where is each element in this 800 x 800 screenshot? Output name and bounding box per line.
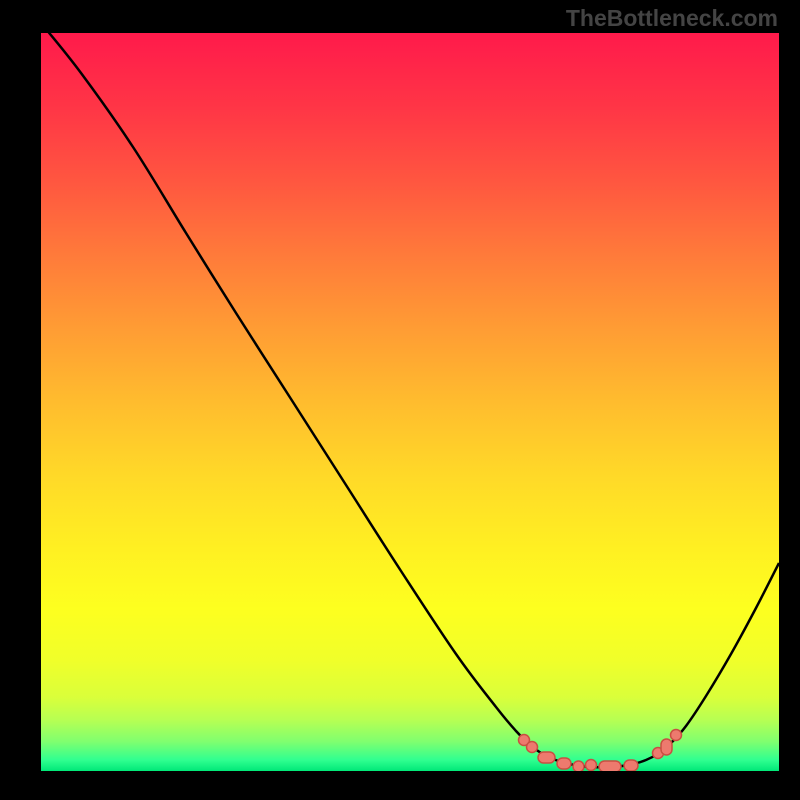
bottleneck-chart bbox=[41, 33, 779, 771]
chart-svg bbox=[41, 33, 779, 771]
marker-point bbox=[527, 742, 538, 753]
attribution-text: TheBottleneck.com bbox=[566, 5, 778, 32]
marker-point bbox=[661, 739, 672, 755]
marker-point bbox=[624, 760, 638, 771]
marker-point bbox=[586, 760, 597, 771]
marker-point bbox=[599, 761, 621, 771]
chart-background bbox=[41, 33, 779, 771]
marker-point bbox=[538, 752, 555, 763]
marker-point bbox=[671, 730, 682, 741]
marker-point bbox=[557, 758, 571, 769]
marker-point bbox=[573, 761, 584, 771]
